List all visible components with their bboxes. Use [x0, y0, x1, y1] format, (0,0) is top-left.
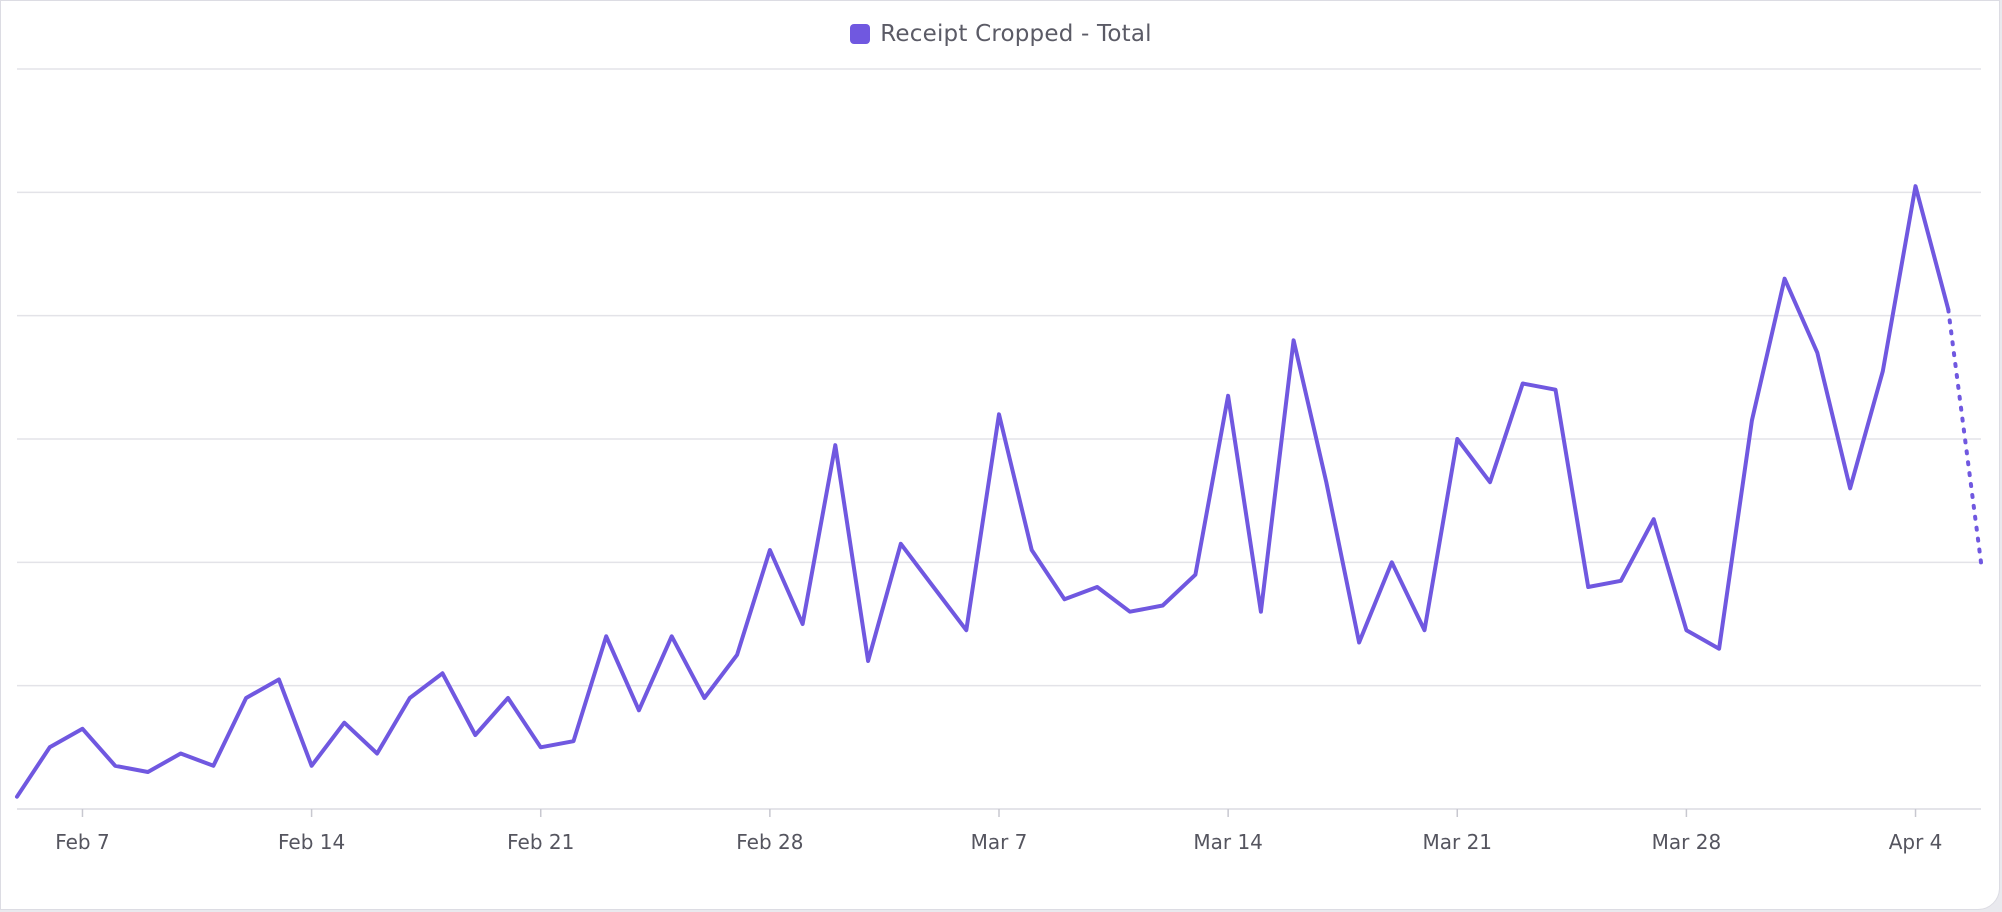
data-point — [1390, 560, 1394, 564]
data-point — [1226, 394, 1230, 398]
data-point — [1292, 338, 1296, 342]
data-point — [1914, 184, 1918, 188]
legend[interactable]: Receipt Cropped - Total — [1, 21, 2001, 47]
data-point — [211, 764, 215, 768]
data-point — [1684, 628, 1688, 632]
data-point — [1161, 604, 1165, 608]
data-point — [1881, 369, 1885, 373]
data-point — [1488, 480, 1492, 484]
data-point — [1586, 585, 1590, 589]
legend-swatch — [850, 24, 871, 44]
data-point — [277, 678, 281, 682]
x-tick-label: Feb 7 — [55, 830, 110, 854]
data-point — [1193, 573, 1197, 577]
legend-label: Receipt Cropped - Total — [880, 21, 1152, 47]
data-point — [506, 696, 510, 700]
data-point — [15, 795, 19, 799]
x-tick-label: Mar 14 — [1193, 830, 1263, 854]
x-tick-label: Apr 4 — [1889, 830, 1943, 854]
data-point — [1063, 597, 1067, 601]
data-point — [1750, 419, 1754, 423]
x-tick-label: Mar 28 — [1652, 830, 1722, 854]
data-point — [146, 770, 150, 774]
x-tick-label: Mar 7 — [971, 830, 1028, 854]
data-point — [1357, 641, 1361, 645]
data-point — [244, 696, 248, 700]
data-point — [441, 671, 445, 675]
data-point — [48, 745, 52, 749]
x-tick-label: Mar 21 — [1422, 830, 1492, 854]
data-point — [1423, 628, 1427, 632]
data-point — [866, 659, 870, 663]
x-tick-label: Feb 21 — [507, 830, 574, 854]
data-point — [1783, 277, 1787, 281]
data-point — [1652, 517, 1656, 521]
data-point — [833, 443, 837, 447]
data-point — [1815, 351, 1819, 355]
data-point — [604, 634, 608, 638]
x-tick-label: Feb 28 — [736, 830, 803, 854]
data-point — [310, 764, 314, 768]
data-point — [1259, 610, 1263, 614]
data-point — [473, 733, 477, 737]
data-point — [1455, 437, 1459, 441]
data-point — [670, 634, 674, 638]
data-point — [1030, 548, 1034, 552]
data-point — [408, 696, 412, 700]
data-point — [1717, 647, 1721, 651]
data-point — [735, 653, 739, 657]
data-point — [1095, 585, 1099, 589]
data-point — [637, 708, 641, 712]
data-point — [1554, 388, 1558, 392]
x-tick-label: Feb 14 — [278, 830, 345, 854]
data-point — [899, 542, 903, 546]
data-point — [113, 764, 117, 768]
projected-line — [1946, 307, 1983, 565]
data-point — [1324, 480, 1328, 484]
data-point — [1128, 610, 1132, 614]
data-point — [179, 752, 183, 756]
data-point — [1521, 382, 1525, 386]
data-point — [1848, 486, 1852, 490]
data-point — [932, 585, 936, 589]
data-point — [997, 412, 1001, 416]
data-point — [702, 696, 706, 700]
data-point — [81, 727, 85, 731]
data-point — [964, 628, 968, 632]
data-point — [539, 745, 543, 749]
data-point — [342, 721, 346, 725]
data-point — [1619, 579, 1623, 583]
series-line — [15, 184, 1951, 799]
data-point — [801, 622, 805, 626]
data-point — [572, 739, 576, 743]
data-point — [768, 548, 772, 552]
data-point — [375, 752, 379, 756]
